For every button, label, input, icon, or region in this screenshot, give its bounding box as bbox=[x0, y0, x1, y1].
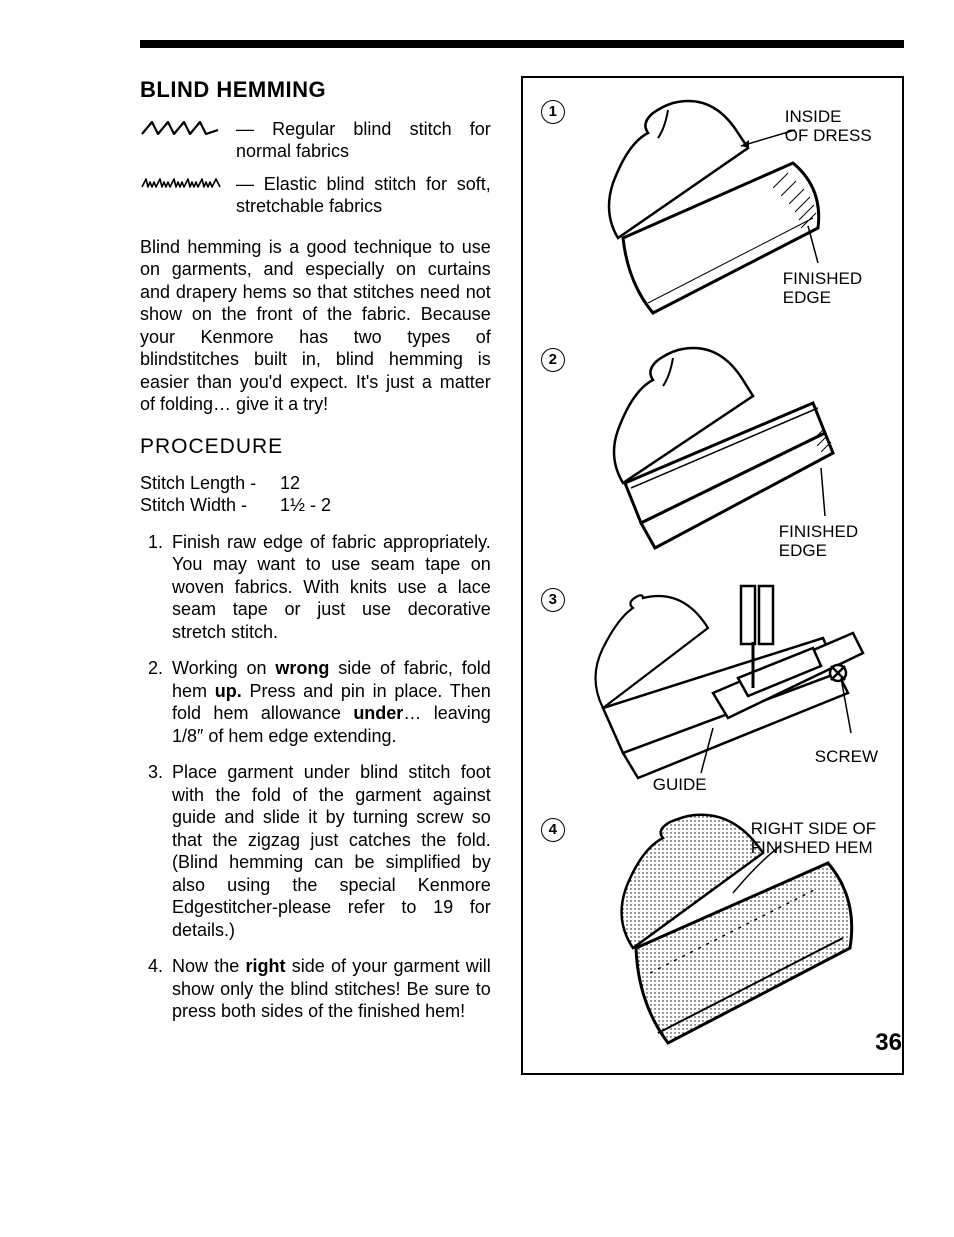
content-area: BLIND HEMMING — Regular blind stitch for… bbox=[50, 76, 904, 1075]
stitch-desc-elastic: — Elastic blind stitch for soft, stretch… bbox=[230, 173, 491, 218]
step-4: Now the right side of your garment will … bbox=[168, 955, 491, 1023]
label-right-side-hem: RIGHT SIDE OF FINISHED HEM bbox=[751, 820, 876, 857]
step-1: Finish raw edge of fabric appropriately.… bbox=[168, 531, 491, 644]
top-rule bbox=[140, 40, 904, 48]
stitch-width-value: 1½ - 2 bbox=[280, 494, 331, 517]
diagram-number-2: 2 bbox=[541, 348, 565, 372]
stitch-desc-regular: — Regular blind stitch for normal fabric… bbox=[230, 118, 491, 163]
page-title: BLIND HEMMING bbox=[140, 76, 491, 104]
step-2: Working on wrong side of fabric, fold he… bbox=[168, 657, 491, 747]
regular-blind-stitch-icon bbox=[140, 118, 230, 138]
label-inside-of-dress: INSIDE OF DRESS bbox=[785, 108, 872, 145]
label-screw: SCREW bbox=[815, 748, 878, 767]
stitch-length-value: 12 bbox=[280, 472, 300, 495]
page: BLIND HEMMING — Regular blind stitch for… bbox=[0, 0, 954, 1115]
diagram-number-1: 1 bbox=[541, 100, 565, 124]
stitch-length-label: Stitch Length - bbox=[140, 472, 280, 495]
step-3: Place garment under blind stitch foot wi… bbox=[168, 761, 491, 941]
stitch-settings: Stitch Length - 12 Stitch Width - 1½ - 2 bbox=[140, 472, 491, 517]
stitch-row-elastic: — Elastic blind stitch for soft, stretch… bbox=[140, 173, 491, 218]
stitch-row-regular: — Regular blind stitch for normal fabric… bbox=[140, 118, 491, 163]
procedure-list: Finish raw edge of fabric appropriately.… bbox=[140, 531, 491, 1023]
label-finished-edge-2: FINISHED EDGE bbox=[779, 523, 858, 560]
intro-paragraph: Blind hemming is a good technique to use… bbox=[140, 236, 491, 416]
page-number: 36 bbox=[875, 1029, 902, 1057]
label-guide: GUIDE bbox=[653, 776, 707, 795]
label-finished-edge-1: FINISHED EDGE bbox=[783, 270, 862, 307]
diagram-panel: 1 INSIDE OF DRESS bbox=[521, 76, 904, 1075]
stitch-width-label: Stitch Width - bbox=[140, 494, 280, 517]
elastic-blind-stitch-icon bbox=[140, 173, 230, 191]
left-column: BLIND HEMMING — Regular blind stitch for… bbox=[140, 76, 491, 1075]
procedure-heading: PROCEDURE bbox=[140, 434, 491, 460]
